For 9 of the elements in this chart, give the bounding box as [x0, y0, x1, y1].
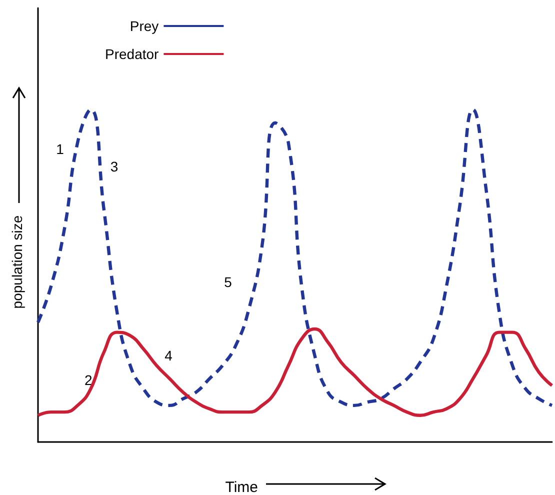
annotation: 5 — [224, 274, 232, 290]
annotation: 4 — [164, 348, 173, 364]
annotation: 3 — [110, 158, 118, 174]
x-axis-title: Time — [225, 479, 258, 495]
y-axis-title: population size — [9, 215, 25, 309]
annotation: 1 — [56, 141, 64, 157]
legend-label: Prey — [130, 18, 159, 34]
annotation: 2 — [84, 372, 93, 388]
legend-label: Predator — [104, 46, 160, 62]
